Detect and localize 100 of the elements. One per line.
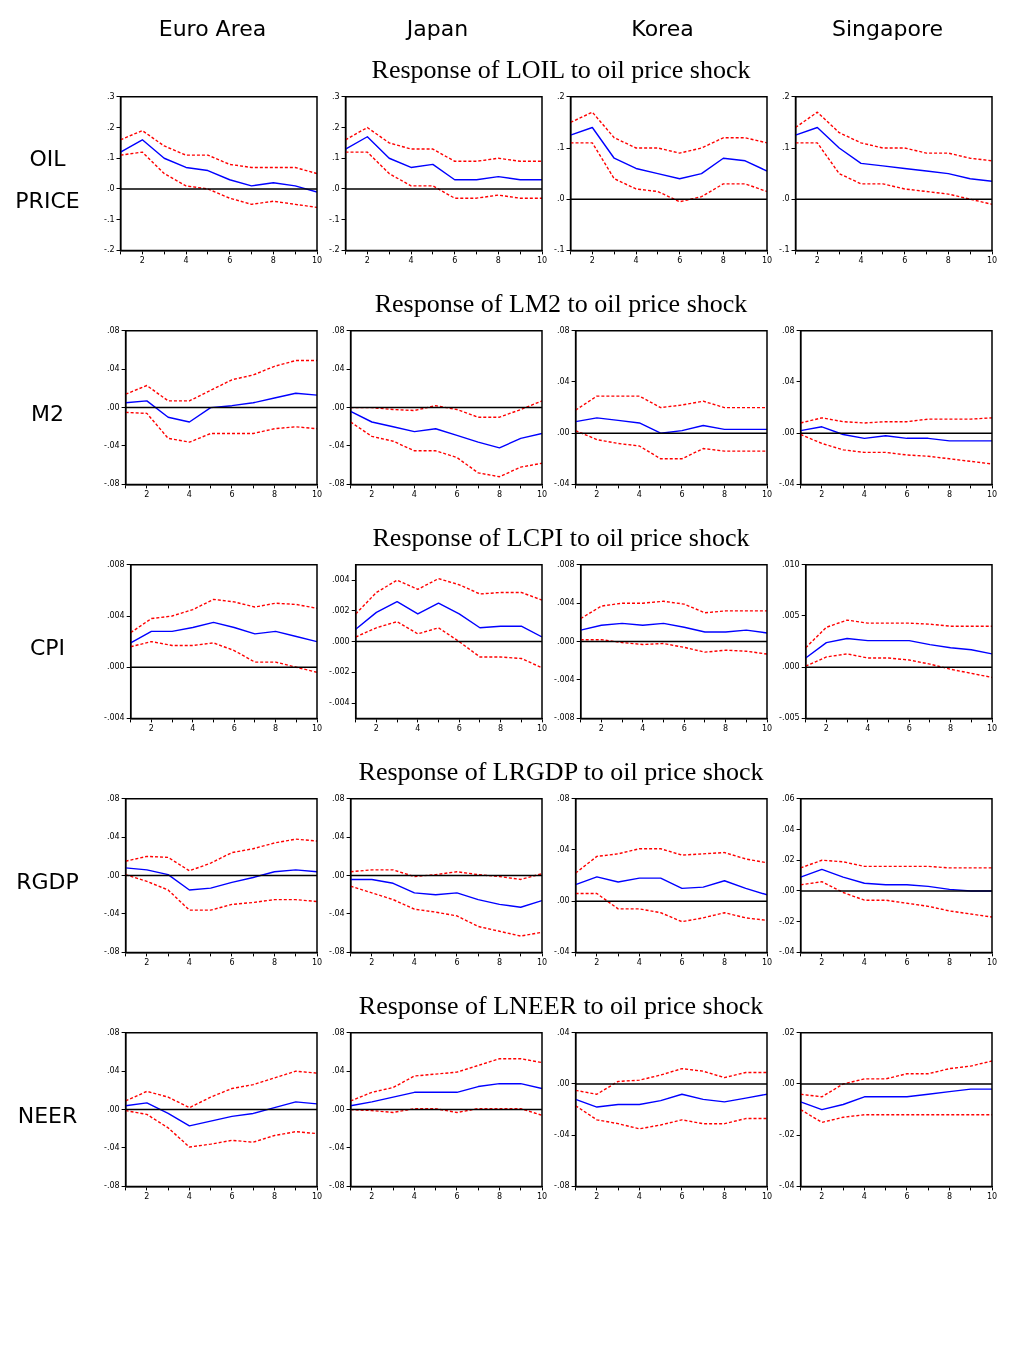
x-tick-label: 10 bbox=[761, 724, 773, 734]
y-tick-label: .02 bbox=[781, 1027, 795, 1037]
y-tick-label: .005 bbox=[781, 611, 800, 621]
y-tick-label: -.004 bbox=[554, 675, 575, 685]
x-tick-label: 2 bbox=[144, 490, 150, 500]
x-tick-label: 6 bbox=[904, 1192, 910, 1202]
x-tick-label: 8 bbox=[498, 724, 504, 734]
x-tick-label: 2 bbox=[819, 1192, 825, 1202]
y-tick-label: .004 bbox=[331, 575, 350, 585]
x-tick-label: 2 bbox=[594, 958, 600, 968]
x-tick-label: 2 bbox=[594, 490, 600, 500]
y-tick-label: .00 bbox=[106, 1104, 120, 1114]
y-tick-label: .0 bbox=[106, 184, 115, 194]
y-tick-label: .08 bbox=[781, 325, 795, 335]
x-tick-label: 8 bbox=[720, 256, 726, 266]
x-tick-label: 2 bbox=[814, 256, 820, 266]
y-tick-label: .0 bbox=[781, 194, 790, 204]
y-tick-label: -.1 bbox=[778, 245, 790, 255]
x-tick-label: 6 bbox=[679, 1192, 685, 1202]
text: OIL PRICE bbox=[14, 145, 81, 215]
y-tick-label: .04 bbox=[556, 1027, 570, 1037]
y-tick-label: -.04 bbox=[554, 479, 570, 489]
x-tick-label: 10 bbox=[536, 724, 548, 734]
x-tick-label: 2 bbox=[364, 256, 370, 266]
y-tick-label: .0 bbox=[556, 194, 565, 204]
y-tick-label: .00 bbox=[781, 428, 795, 438]
y-tick-label: .08 bbox=[106, 1027, 120, 1037]
y-tick-label: .2 bbox=[781, 91, 790, 101]
y-tick-label: .08 bbox=[331, 325, 345, 335]
y-tick-label: -.005 bbox=[779, 713, 800, 723]
y-tick-label: -.02 bbox=[779, 916, 795, 926]
x-tick-label: 8 bbox=[496, 1192, 503, 1202]
x-tick-label: 8 bbox=[721, 490, 728, 500]
x-tick-label: 8 bbox=[946, 1192, 953, 1202]
y-tick-label: .04 bbox=[106, 364, 120, 374]
y-tick-label: -.04 bbox=[779, 947, 795, 957]
x-tick-label: 4 bbox=[861, 958, 867, 968]
text: Response of LNEER to oil price shock bbox=[357, 990, 765, 1022]
x-tick-label: 4 bbox=[636, 490, 642, 500]
y-tick-label: -.04 bbox=[554, 1130, 570, 1140]
text: Response of LRGDP to oil price shock bbox=[357, 756, 765, 788]
text: Euro Area bbox=[157, 15, 268, 41]
x-tick-label: 10 bbox=[536, 256, 548, 266]
y-tick-label: .04 bbox=[556, 845, 570, 855]
y-tick-label: .04 bbox=[331, 1066, 345, 1076]
y-tick-label: -.1 bbox=[553, 245, 565, 255]
y-tick-label: .00 bbox=[556, 896, 570, 906]
y-tick-label: .1 bbox=[781, 143, 790, 153]
x-tick-label: 10 bbox=[986, 958, 998, 968]
x-tick-label: 6 bbox=[904, 490, 910, 500]
x-tick-label: 8 bbox=[946, 958, 953, 968]
x-tick-label: 4 bbox=[636, 958, 642, 968]
x-tick-label: 6 bbox=[452, 256, 458, 266]
x-tick-label: 8 bbox=[721, 958, 728, 968]
x-tick-label: 2 bbox=[139, 256, 145, 266]
x-tick-label: 8 bbox=[945, 256, 951, 266]
x-tick-label: 2 bbox=[144, 958, 150, 968]
x-tick-label: 4 bbox=[640, 724, 646, 734]
x-tick-label: 6 bbox=[229, 1192, 235, 1202]
y-tick-label: .00 bbox=[331, 870, 345, 880]
y-tick-label: -.04 bbox=[329, 909, 345, 919]
x-tick-label: 4 bbox=[183, 256, 189, 266]
y-tick-label: .2 bbox=[331, 122, 340, 132]
y-tick-label: -.08 bbox=[104, 947, 120, 957]
x-tick-label: 2 bbox=[594, 1192, 600, 1202]
y-tick-label: .00 bbox=[556, 1079, 570, 1089]
x-tick-label: 10 bbox=[986, 490, 998, 500]
y-tick-label: -.2 bbox=[328, 245, 340, 255]
y-tick-label: -.04 bbox=[779, 479, 795, 489]
y-tick-label: -.02 bbox=[779, 1130, 795, 1140]
y-tick-label: -.04 bbox=[329, 441, 345, 451]
y-tick-label: -.04 bbox=[104, 441, 120, 451]
y-tick-label: .08 bbox=[556, 325, 570, 335]
x-tick-label: 10 bbox=[986, 1192, 998, 1202]
text: Singapore bbox=[831, 15, 944, 41]
text: Japan bbox=[404, 15, 470, 41]
y-tick-label: -.08 bbox=[104, 479, 120, 489]
x-tick-label: 2 bbox=[144, 1192, 150, 1202]
y-tick-label: .04 bbox=[331, 364, 345, 374]
x-tick-label: 10 bbox=[311, 724, 323, 734]
y-tick-label: -.004 bbox=[104, 713, 125, 723]
x-tick-label: 6 bbox=[679, 958, 685, 968]
x-tick-label: 8 bbox=[495, 256, 501, 266]
y-tick-label: .08 bbox=[106, 793, 120, 803]
x-tick-label: 6 bbox=[231, 724, 237, 734]
x-tick-label: 4 bbox=[186, 958, 192, 968]
y-tick-label: -.08 bbox=[554, 1181, 570, 1191]
x-tick-label: 2 bbox=[819, 958, 825, 968]
x-tick-label: 2 bbox=[589, 256, 595, 266]
x-tick-label: 8 bbox=[271, 958, 278, 968]
x-tick-label: 2 bbox=[373, 724, 379, 734]
y-tick-label: -.04 bbox=[104, 1143, 120, 1153]
x-tick-label: 6 bbox=[681, 724, 687, 734]
x-tick-label: 10 bbox=[536, 958, 548, 968]
y-tick-label: .010 bbox=[781, 559, 800, 569]
y-tick-label: .000 bbox=[781, 662, 800, 672]
x-tick-label: 10 bbox=[761, 958, 773, 968]
x-tick-label: 8 bbox=[948, 724, 954, 734]
y-tick-label: -.08 bbox=[329, 479, 345, 489]
x-tick-label: 2 bbox=[369, 1192, 375, 1202]
